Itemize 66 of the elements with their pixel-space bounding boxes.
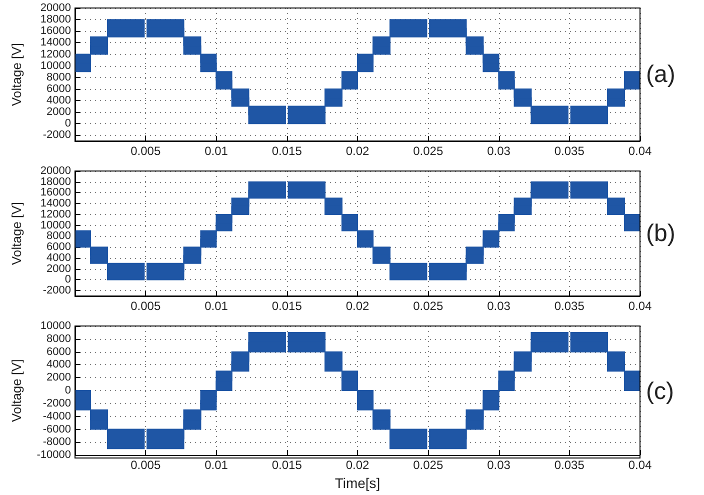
y-tick-label: 0 [64, 274, 71, 286]
x-tick-label: 0.035 [554, 144, 585, 158]
x-tick-label: 0.02 [346, 299, 370, 313]
x-tick-label: 0.02 [346, 144, 370, 158]
x-tick-label: 0.005 [130, 458, 161, 472]
y-tick-label: 14000 [40, 198, 71, 210]
text: (b) [646, 220, 676, 248]
x-tick-label: 0.005 [130, 299, 161, 313]
x-tick-label: 0.025 [413, 299, 444, 313]
x-tick-label: 0.02 [346, 458, 370, 472]
x-tick-label: 0.025 [413, 458, 444, 472]
x-tick-label: 0.04 [628, 458, 652, 472]
x-tick-label: 0.005 [130, 144, 161, 158]
x-tick-label: 0.01 [204, 144, 228, 158]
y-tick-label: 8000 [46, 332, 71, 345]
x-tick-label: 0.03 [487, 144, 511, 158]
y-tick-label: -8000 [42, 436, 71, 448]
y-tick-label: -4000 [42, 410, 71, 422]
y-tick-label: 16000 [40, 186, 71, 199]
x-tick-label: 0.01 [204, 458, 228, 472]
x-tick-label: 0.035 [554, 458, 585, 472]
y-tick-label: 12000 [40, 48, 71, 60]
x-tick-label: 0.01 [204, 299, 228, 313]
y-tick-label: 0 [64, 118, 71, 130]
y-tick-label: 18000 [40, 176, 71, 188]
y-tick-label: 10000 [40, 219, 71, 232]
y-tick-label: 2000 [46, 262, 71, 275]
text: (c) [646, 378, 674, 406]
y-tick-label: 20000 [40, 165, 71, 177]
y-tick-label: 16000 [40, 25, 71, 38]
y-tick-label: 10000 [40, 60, 71, 72]
y-axis-title: Voltage [V] [9, 43, 24, 106]
y-tick-label: 4000 [46, 358, 71, 371]
y-axis-title: Voltage [V] [9, 359, 24, 422]
x-tick-label: 0.015 [272, 299, 302, 313]
x-tick-label: 0.015 [272, 458, 302, 472]
y-tick-label: -6000 [42, 423, 71, 436]
y-tick-label: 0 [64, 384, 71, 397]
y-axis-title: Voltage [V] [9, 202, 24, 265]
y-tick-label: 4000 [46, 94, 71, 107]
x-tick-label: 0.015 [272, 144, 302, 158]
x-tick-label: 0.03 [487, 458, 511, 472]
y-tick-label: -10000 [36, 449, 71, 462]
y-tick-label: 6000 [46, 346, 71, 358]
text: (a) [646, 60, 676, 88]
y-tick-label: 8000 [46, 71, 71, 84]
y-tick-label: -2000 [42, 284, 71, 297]
y-tick-label: 18000 [40, 14, 71, 26]
x-tick-label: 0.035 [554, 299, 585, 313]
x-tick-label: 0.03 [487, 299, 511, 313]
y-tick-label: 10000 [40, 320, 71, 332]
y-tick-label: -2000 [42, 129, 71, 142]
y-tick-label: -2000 [42, 397, 71, 410]
y-tick-label: 14000 [40, 36, 71, 49]
y-tick-label: 6000 [46, 241, 71, 254]
y-tick-label: 8000 [46, 230, 71, 242]
x-tick-label: 0.04 [628, 144, 652, 158]
y-tick-label: 6000 [46, 82, 71, 95]
y-tick-label: 2000 [46, 106, 71, 118]
y-tick-label: 12000 [40, 208, 71, 220]
x-tick-label: 0.04 [628, 299, 652, 313]
x-tick-label: 0.025 [413, 144, 444, 158]
x-axis-title: Time[s] [334, 475, 380, 491]
y-tick-label: 20000 [40, 2, 71, 14]
y-tick-label: 2000 [46, 372, 71, 384]
y-tick-label: 4000 [46, 252, 71, 264]
